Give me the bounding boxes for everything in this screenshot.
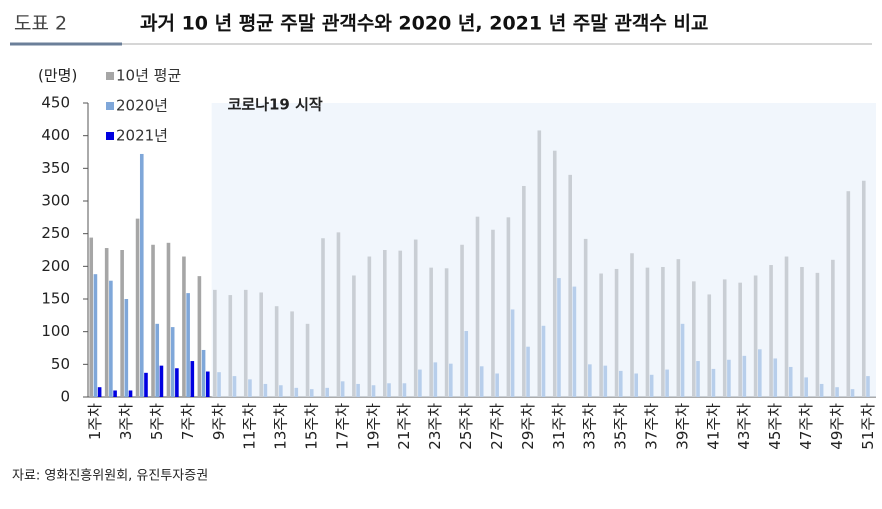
bar — [159, 365, 164, 397]
y-tick-label: 300 — [41, 192, 70, 210]
bar — [104, 248, 109, 397]
y-unit: (만명) — [38, 67, 77, 85]
y-tick-label: 100 — [41, 322, 70, 340]
legend-label: 2020년 — [116, 97, 168, 115]
bar — [155, 323, 160, 397]
x-tick-label: 7주차 — [179, 403, 197, 440]
x-tick-label: 33주차 — [581, 403, 599, 450]
bar — [120, 250, 124, 397]
bar — [190, 361, 195, 397]
bar — [182, 256, 186, 397]
x-tick-label: 27주차 — [488, 403, 506, 450]
bar — [186, 293, 190, 397]
bar — [135, 218, 140, 397]
y-tick-label: 200 — [41, 257, 70, 275]
annotation: 코로나19 시작 — [228, 96, 323, 114]
highlight-region — [211, 103, 876, 397]
x-tick-label: 5주차 — [148, 403, 166, 440]
bar — [151, 244, 155, 397]
x-tick-label: 47주차 — [797, 403, 815, 450]
x-tick-label: 13주차 — [272, 403, 290, 450]
bar — [124, 299, 129, 397]
bar — [197, 276, 202, 397]
x-tick-label: 49주차 — [828, 403, 846, 450]
bar — [128, 390, 133, 397]
bar — [113, 390, 117, 397]
y-tick-label: 400 — [41, 126, 70, 144]
y-tick-label: 450 — [41, 94, 70, 112]
x-tick-label: 3주차 — [117, 403, 135, 440]
x-tick-label: 31주차 — [550, 403, 568, 450]
bar — [144, 372, 148, 397]
x-tick-label: 35주차 — [612, 403, 630, 450]
bar — [139, 153, 144, 397]
bar — [93, 274, 98, 397]
x-tick-label: 11주차 — [241, 403, 259, 450]
x-tick-label: 19주차 — [364, 403, 382, 450]
x-tick-label: 45주차 — [766, 403, 784, 450]
bar — [166, 242, 171, 397]
legend-swatch — [106, 132, 114, 140]
x-tick-label: 9주차 — [210, 403, 228, 440]
legend-swatch — [106, 72, 114, 80]
x-tick-label: 37주차 — [642, 403, 660, 450]
x-tick-label: 1주차 — [86, 403, 104, 440]
x-tick-label: 41주차 — [704, 403, 722, 450]
y-tick-label: 350 — [41, 159, 70, 177]
chart-title: 과거 10 년 평균 주말 관객수와 2020 년, 2021 년 주말 관객수… — [140, 13, 708, 35]
y-tick-label: 250 — [41, 224, 70, 242]
bar — [109, 280, 113, 397]
x-tick-label: 25주차 — [457, 403, 475, 450]
x-tick-label: 51주차 — [859, 403, 877, 450]
bar — [175, 368, 179, 397]
legend-label: 10년 평균 — [116, 67, 181, 85]
x-tick-label: 15주차 — [303, 403, 321, 450]
x-tick-label: 23주차 — [426, 403, 444, 450]
figure-label: 도표 2 — [14, 13, 67, 35]
bar — [89, 237, 94, 397]
bar — [170, 327, 175, 397]
x-tick-label: 39주차 — [673, 403, 691, 450]
x-tick-label: 21주차 — [395, 403, 413, 450]
y-tick-label: 0 — [60, 388, 70, 406]
bar — [205, 371, 210, 397]
source: 자료: 영화진흥위원회, 유진투자증권 — [12, 469, 208, 484]
bar — [97, 387, 102, 397]
x-tick-label: 17주차 — [333, 403, 351, 450]
legend-label: 2021년 — [116, 127, 168, 145]
bar — [201, 349, 206, 397]
y-tick-label: 50 — [51, 355, 70, 373]
x-tick-label: 29주차 — [519, 403, 537, 450]
legend-swatch — [106, 102, 114, 110]
x-tick-label: 43주차 — [735, 403, 753, 450]
y-tick-label: 150 — [41, 290, 70, 308]
